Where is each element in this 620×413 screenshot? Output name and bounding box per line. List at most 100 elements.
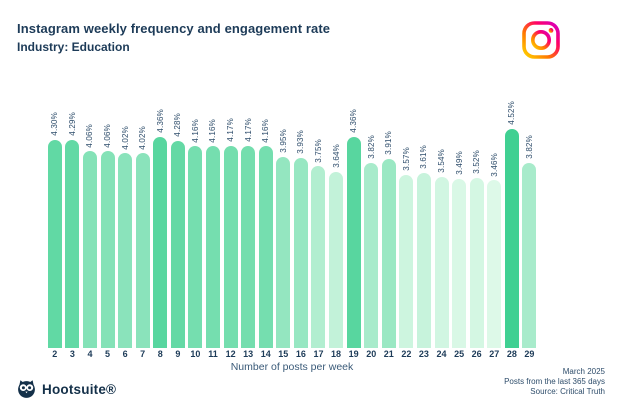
footer-source: Source: Critical Truth	[530, 387, 605, 396]
bar-posts-25	[452, 178, 467, 348]
bar-column-3: 4.29%	[64, 112, 82, 348]
bar-posts-9	[170, 140, 185, 348]
x-tick-27: 27	[489, 349, 500, 359]
bar-posts-24	[434, 176, 449, 348]
x-tick-12: 12	[225, 349, 236, 359]
bar-column-7: 4.02%	[134, 126, 152, 348]
x-tick-20: 20	[366, 349, 377, 359]
x-tick-14: 14	[260, 349, 271, 359]
bar-value-label: 4.52%	[507, 101, 517, 125]
bar-posts-17	[311, 166, 326, 348]
x-tick-15: 15	[278, 349, 289, 359]
bar-column-17: 3.75%	[310, 139, 328, 348]
footer-date: March 2025	[562, 367, 605, 376]
x-tick-28: 28	[506, 349, 517, 359]
bar-posts-27	[487, 180, 502, 348]
bar-posts-19	[346, 136, 361, 348]
bar-column-22: 3.57%	[398, 147, 416, 348]
chart-subtitle: Industry: Education	[17, 40, 130, 54]
bar-value-label: 4.36%	[349, 109, 359, 133]
bar-value-label: 3.49%	[454, 151, 464, 175]
bar-value-label: 3.93%	[296, 129, 306, 154]
bar-value-label: 3.54%	[437, 148, 446, 173]
x-tick-26: 26	[471, 349, 482, 359]
footer-meta: March 2025 Posts from the last 365 days …	[504, 367, 605, 397]
bar-column-26: 3.52%	[468, 150, 486, 348]
bar-posts-4	[82, 151, 97, 348]
bar-posts-6	[118, 153, 133, 348]
x-tick-29: 29	[524, 349, 535, 359]
bar-value-label: 3.95%	[278, 128, 288, 153]
bar-value-label: 4.16%	[190, 118, 200, 143]
x-axis-title: Number of posts per week	[230, 361, 354, 373]
bar-value-label: 4.36%	[155, 109, 165, 133]
bar-value-label: 3.82%	[524, 135, 534, 159]
brand-name: Hootsuite®	[42, 381, 117, 397]
bar-column-4: 4.06%	[81, 124, 99, 348]
bar-value-label: 4.06%	[103, 123, 113, 148]
bar-column-23: 3.61%	[415, 145, 433, 348]
bar-posts-8	[153, 136, 168, 348]
x-tick-24: 24	[436, 349, 447, 359]
x-tick-2: 2	[52, 349, 58, 359]
bar-value-label: 3.57%	[401, 147, 411, 171]
bar-posts-18	[329, 171, 344, 348]
bar-value-label: 4.17%	[226, 118, 236, 142]
bar-posts-20	[364, 162, 379, 348]
bar-column-12: 4.17%	[222, 118, 240, 348]
bar-posts-10	[188, 146, 203, 348]
bar-column-2: 4.30%	[46, 112, 64, 348]
bar-column-5: 4.06%	[99, 124, 117, 348]
bar-posts-5	[100, 151, 115, 348]
bar-posts-29	[522, 162, 537, 348]
bar-posts-22	[399, 175, 414, 348]
bar-value-label: 4.28%	[173, 112, 183, 137]
x-tick-5: 5	[105, 349, 111, 359]
bar-posts-15	[276, 156, 291, 348]
bar-value-label: 3.52%	[472, 149, 482, 174]
x-tick-7: 7	[140, 349, 146, 359]
x-tick-3: 3	[69, 349, 75, 359]
bar-value-label: 3.64%	[331, 143, 341, 168]
hootsuite-logo: Hootsuite®	[16, 379, 116, 399]
bar-value-label: 3.61%	[419, 145, 429, 170]
bar-column-10: 4.16%	[187, 119, 205, 348]
bar-posts-16	[293, 157, 308, 348]
bar-column-24: 3.54%	[433, 149, 451, 348]
bar-column-13: 4.17%	[239, 118, 257, 348]
bar-value-label: 3.75%	[313, 138, 323, 163]
x-tick-13: 13	[243, 349, 254, 359]
x-tick-16: 16	[295, 349, 306, 359]
bar-column-29: 3.82%	[521, 135, 539, 348]
bar-value-label: 4.17%	[243, 118, 253, 142]
bar-value-label: 4.02%	[120, 125, 130, 150]
x-axis-ticks: 2 3 4 5 6 7 8 9 10 11 12 13 14 15 16 17 18 19 20 21 22 23 24 25…	[46, 349, 538, 359]
bar-column-19: 4.36%	[345, 109, 363, 348]
bar-posts-3	[65, 140, 80, 348]
bar-column-15: 3.95%	[275, 129, 293, 348]
bar-column-6: 4.02%	[116, 126, 134, 348]
bar-posts-28	[504, 129, 519, 348]
bar-posts-11	[205, 146, 220, 348]
chart-title: Instagram weekly frequency and engagemen…	[17, 21, 331, 36]
x-tick-11: 11	[208, 349, 218, 359]
bar-value-label: 4.02%	[138, 125, 148, 150]
bar-value-label: 4.30%	[50, 112, 60, 136]
bar-column-16: 3.93%	[292, 130, 310, 348]
bar-column-9: 4.28%	[169, 113, 187, 348]
bar-value-label: 3.91%	[384, 130, 394, 155]
bar-column-25: 3.49%	[450, 151, 468, 348]
bar-value-label: 3.82%	[366, 135, 376, 159]
x-tick-18: 18	[331, 349, 342, 359]
bars-row: 4.30% 4.29% 4.06% 4.06% 4.02% 4.02% 4.36% 4.28%…	[46, 92, 538, 348]
hootsuite-owl-icon	[18, 380, 35, 398]
instagram-icon	[522, 21, 560, 59]
header: Instagram weekly frequency and engagemen…	[17, 21, 330, 54]
bar-column-8: 4.36%	[151, 109, 169, 348]
x-tick-9: 9	[175, 349, 181, 359]
x-tick-22: 22	[401, 349, 412, 359]
bar-column-11: 4.16%	[204, 119, 222, 348]
x-tick-10: 10	[190, 349, 201, 359]
bar-column-21: 3.91%	[380, 131, 398, 348]
bar-value-label: 3.46%	[489, 152, 499, 177]
